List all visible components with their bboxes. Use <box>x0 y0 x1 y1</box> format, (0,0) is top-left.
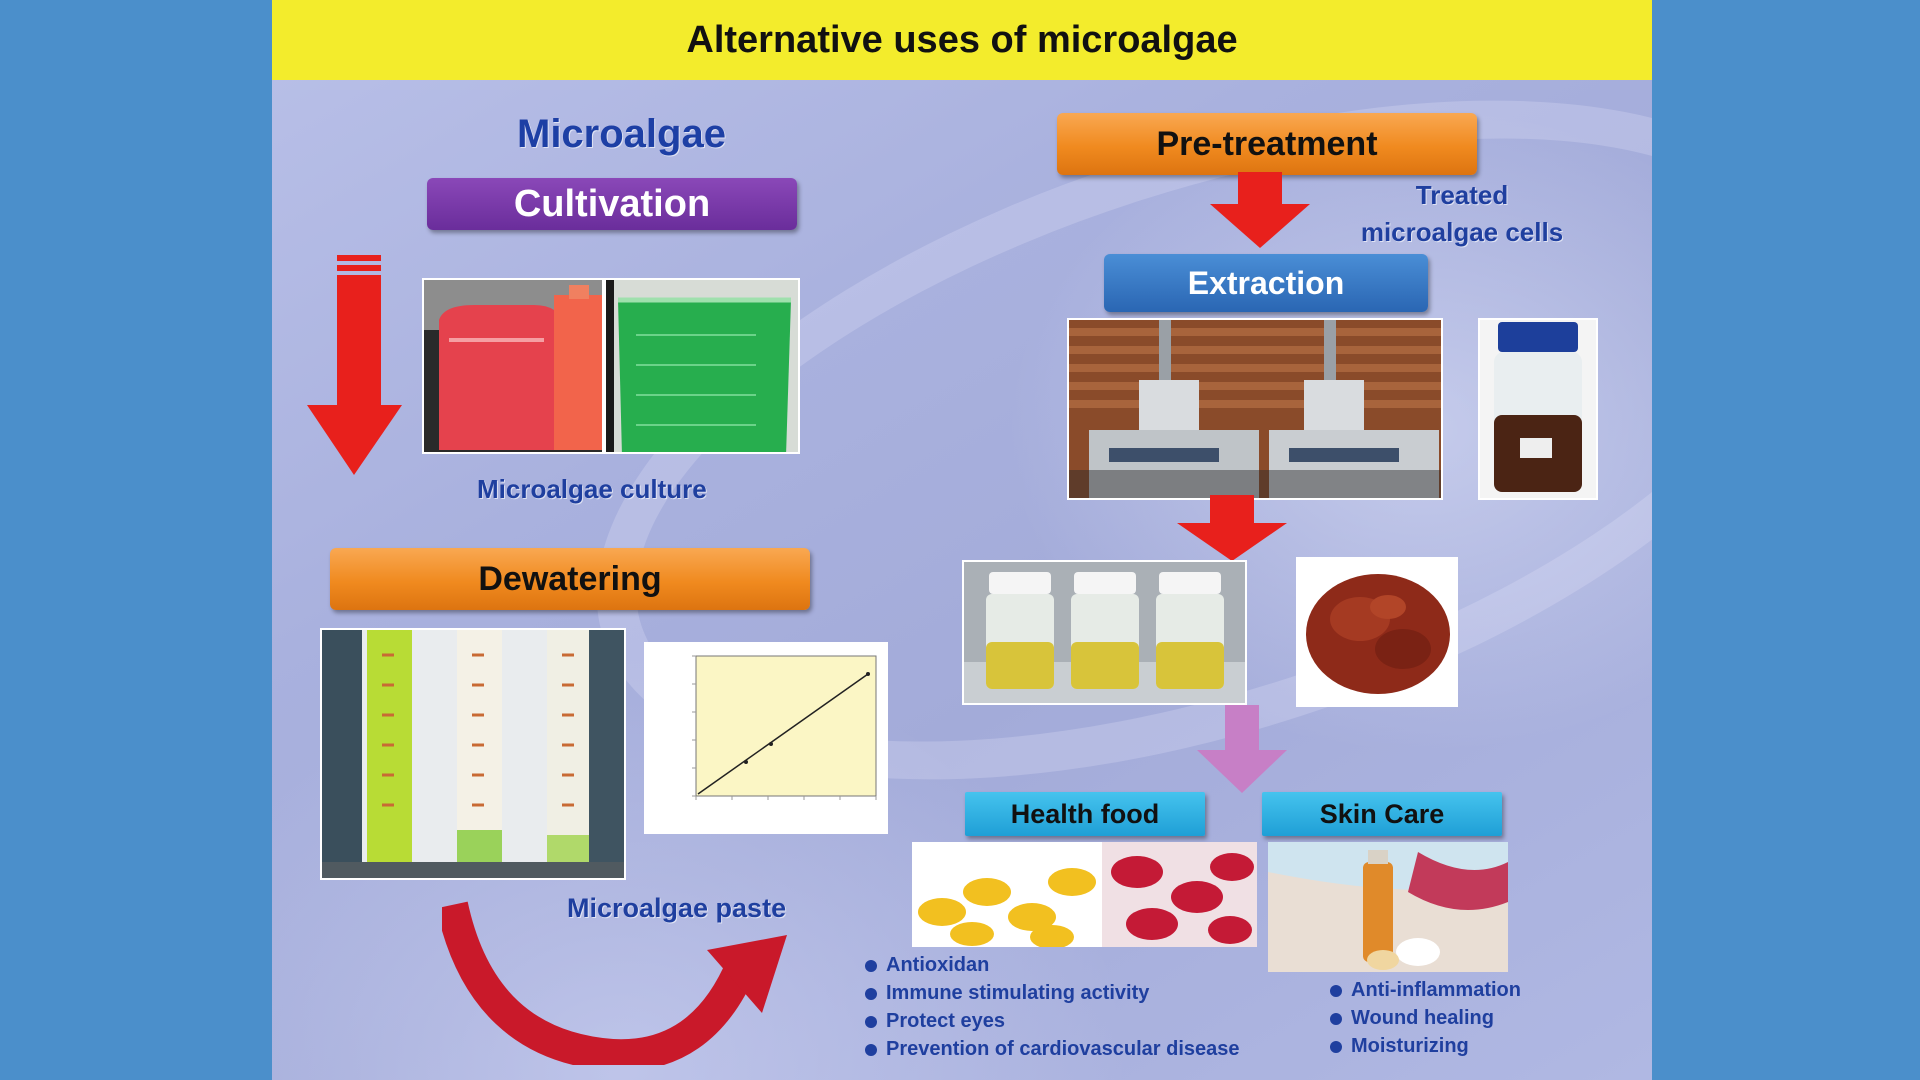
cultivation-down-arrow <box>307 255 402 475</box>
treated-caption-line1: Treated <box>1415 180 1509 210</box>
pretreatment-down-arrow <box>1210 172 1310 248</box>
pigment-powder-photo <box>1296 557 1458 707</box>
title-bar: Alternative uses of microalgae <box>272 0 1652 80</box>
diagram-canvas: Alternative uses of microalgae Microalga… <box>272 0 1652 1080</box>
pretreatment-label: Pre-treatment <box>1156 124 1378 163</box>
health-food-box: Health food <box>965 792 1205 836</box>
paste-caption: Microalgae paste <box>567 893 787 923</box>
skin-care-products-photo <box>1268 842 1508 972</box>
microalgae-heading: Microalgae <box>517 112 726 156</box>
capsules-photo <box>912 842 1257 947</box>
skin-benefits-list: Anti-inflammation Wound healing Moisturi… <box>1327 976 1521 1060</box>
cultivation-box: Cultivation <box>427 178 797 230</box>
extraction-down-arrow <box>1177 495 1287 561</box>
culture-caption: Microalgae culture <box>477 474 707 504</box>
health-food-label: Health food <box>1010 798 1160 829</box>
dewatering-box: Dewatering <box>330 548 810 610</box>
red-culture-photo <box>422 278 604 454</box>
dewatering-cylinders-photo <box>320 628 626 880</box>
oil-vials-photo <box>962 560 1247 705</box>
diagram-title: Alternative uses of microalgae <box>686 18 1238 61</box>
pretreatment-box: Pre-treatment <box>1057 113 1477 175</box>
list-item: Moisturizing <box>1327 1032 1521 1060</box>
list-item: Wound healing <box>1327 1004 1521 1032</box>
treated-caption-line2: microalgae cells <box>1360 217 1564 247</box>
health-benefits-list: Antioxidan Immune stimulating activity P… <box>862 951 1240 1063</box>
cultivation-label: Cultivation <box>513 182 711 225</box>
extraction-box: Extraction <box>1104 254 1428 312</box>
calibration-graph-image <box>644 642 888 834</box>
extraction-equipment-photo <box>1067 318 1443 500</box>
list-item: Antioxidan <box>862 951 1240 979</box>
dewatering-label: Dewatering <box>478 559 662 598</box>
curved-return-arrow <box>442 901 787 1065</box>
treated-cells-caption: Treated microalgae cells <box>1337 180 1587 248</box>
list-item: Prevention of cardiovascular disease <box>862 1035 1240 1063</box>
green-culture-photo <box>604 278 800 454</box>
skin-care-box: Skin Care <box>1262 792 1502 836</box>
list-item: Immune stimulating activity <box>862 979 1240 1007</box>
extraction-label: Extraction <box>1187 264 1345 301</box>
extract-jar-photo <box>1478 318 1598 500</box>
skin-care-label: Skin Care <box>1319 798 1445 829</box>
list-item: Anti-inflammation <box>1327 976 1521 1004</box>
product-down-arrow <box>1197 705 1287 793</box>
list-item: Protect eyes <box>862 1007 1240 1035</box>
